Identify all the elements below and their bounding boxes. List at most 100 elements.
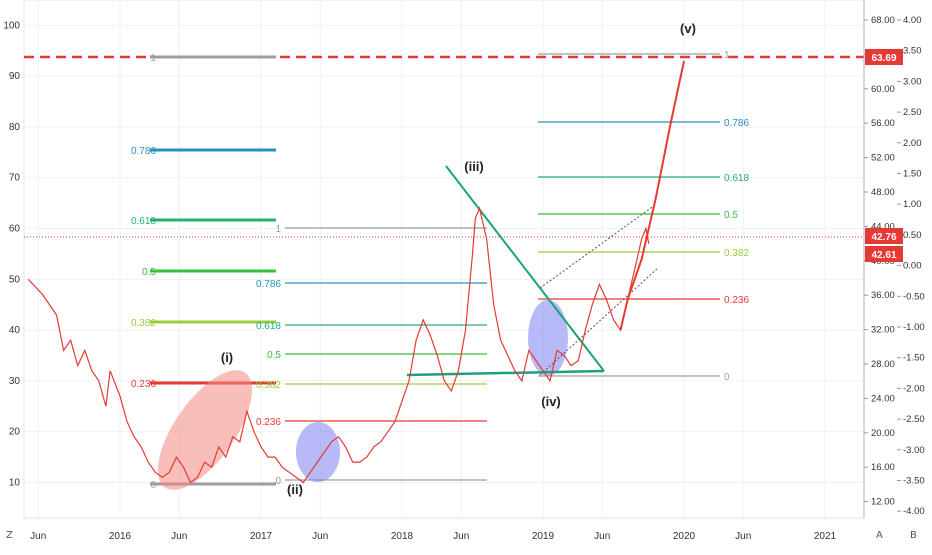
- price-label: 42.61: [865, 246, 903, 262]
- right-axis-panel: [864, 0, 932, 550]
- right-log-tick-label: -1.50: [903, 353, 925, 364]
- channel-upper-line: [539, 204, 656, 289]
- wave-iv-highlight: [528, 300, 568, 376]
- left-y-tick-label: 50: [9, 274, 21, 285]
- projection-curve: [619, 60, 685, 331]
- right-log-tick-label: 0.50: [903, 230, 922, 241]
- price-label-text: 42.76: [871, 232, 896, 243]
- x-tick-label: 2021: [814, 531, 837, 542]
- left-y-tick-label: 60: [9, 224, 21, 235]
- fib-level-label: 0.618: [131, 216, 156, 227]
- x-tick-label: 2020: [673, 531, 696, 542]
- wave-label: (i): [221, 350, 233, 365]
- auto-scale-icon[interactable]: A: [876, 530, 883, 541]
- x-tick-label: 2019: [532, 531, 555, 542]
- x-tick-label: Jun: [312, 531, 328, 542]
- left-y-tick-label: 40: [9, 325, 21, 336]
- price-label-bg: [865, 246, 903, 262]
- right-price-tick-label: 24.00: [871, 393, 895, 404]
- right-log-tick-label: 1.50: [903, 169, 922, 180]
- fib-level-label: 0.382: [131, 318, 156, 329]
- price-label: 42.76: [865, 228, 903, 244]
- right-log-tick-label: 3.50: [903, 46, 922, 57]
- triangle-lower-line: [406, 369, 605, 377]
- fib-level-label: 0.786: [256, 279, 281, 290]
- wave-ii-highlight: [296, 422, 340, 482]
- price-label-text: 42.61: [871, 250, 896, 261]
- channel-lower-line: [539, 267, 659, 376]
- right-price-tick-label: 28.00: [871, 359, 895, 370]
- right-price-tick-label: 52.00: [871, 153, 895, 164]
- left-y-tick-label: 20: [9, 427, 21, 438]
- fib-level-label: 1: [724, 50, 730, 61]
- x-tick-label: Jun: [594, 531, 610, 542]
- fib-level-label: 1: [275, 224, 281, 235]
- right-price-tick-label: 56.00: [871, 118, 895, 129]
- fib-level-label: 0.382: [256, 380, 281, 391]
- fib-level-label: 0.5: [724, 210, 738, 221]
- right-log-tick-label: 0.00: [903, 261, 922, 272]
- right-price-tick-label: 48.00: [871, 187, 895, 198]
- right-log-tick-label: 4.00: [903, 15, 922, 26]
- right-price-tick-label: 36.00: [871, 290, 895, 301]
- wave-label: (v): [680, 21, 696, 36]
- timezone-icon[interactable]: Z: [6, 530, 13, 541]
- grid: [23, 0, 865, 519]
- right-log-tick-label: -1.00: [903, 322, 925, 333]
- wave-label: (iii): [464, 159, 484, 174]
- fib-level-label: 0.786: [131, 146, 156, 157]
- plot-frame: [23, 0, 865, 519]
- left-y-tick-label: 80: [9, 122, 21, 133]
- right-log-tick-label: 2.00: [903, 138, 922, 149]
- fib-level-label: 0.618: [724, 173, 749, 184]
- fib-level-label: 0.382: [724, 248, 749, 259]
- right-log-tick-label: 3.00: [903, 76, 922, 87]
- wave-i-highlight: [157, 370, 253, 490]
- fib-level-label: 0: [724, 372, 730, 383]
- right-price-tick-label: 68.00: [871, 15, 895, 26]
- x-tick-label: 2017: [250, 531, 273, 542]
- right-log-tick-label: -3.50: [903, 476, 925, 487]
- fib-level-label: 0.236: [131, 379, 156, 390]
- price-label: 63.69: [865, 49, 903, 65]
- right-log-tick-label: -2.50: [903, 414, 925, 425]
- right-log-tick-label: 1.00: [903, 199, 922, 210]
- price-label-bg: [865, 228, 903, 244]
- right-price-tick-label: 32.00: [871, 325, 895, 336]
- x-tick-label: 2016: [109, 531, 132, 542]
- right-log-tick-label: -4.00: [903, 506, 925, 517]
- right-price-tick-label: 20.00: [871, 428, 895, 439]
- fib-level-label: 0.618: [256, 321, 281, 332]
- fib-level-label: 0: [275, 476, 281, 487]
- x-tick-label: Jun: [453, 531, 469, 542]
- right-log-tick-label: 2.50: [903, 107, 922, 118]
- right-price-tick-label: 44.00: [871, 221, 895, 232]
- fib-level-label: 0.786: [724, 118, 749, 129]
- fib-level-label: 0.5: [142, 267, 156, 278]
- price-label-text: 63.69: [871, 53, 896, 64]
- right-log-tick-label: -2.00: [903, 383, 925, 394]
- fib-level-label: 0.236: [724, 295, 749, 306]
- right-log-tick-label: -0.50: [903, 291, 925, 302]
- x-tick-label: Jun: [30, 531, 46, 542]
- left-y-tick-label: 90: [9, 71, 21, 82]
- triangle-upper-line: [445, 165, 605, 372]
- left-y-tick-label: 70: [9, 173, 21, 184]
- fib-level-label: 0.5: [267, 350, 281, 361]
- fib-level-label: 1: [150, 53, 156, 64]
- left-y-tick-label: 30: [9, 376, 21, 387]
- chart-marks: 1 0.786 0.618 0.5 0.382 0.236 0 1 0.786 0.618 0.5 0…: [24, 21, 864, 497]
- x-tick-label: Jun: [735, 531, 751, 542]
- axes: Jun 2016 Jun 2017 Jun 2018 Jun 2019 Jun 2020 Jun 20…: [3, 0, 932, 550]
- fib-set-3: 1 0.786 0.618 0.5 0.382 0.236 0: [538, 50, 749, 383]
- right-price-tick-label: 16.00: [871, 462, 895, 473]
- wave-label: (iv): [541, 394, 561, 409]
- fib-level-label: 0.236: [256, 417, 281, 428]
- right-price-tick-label: 12.00: [871, 497, 895, 508]
- price-series-line: [27, 206, 650, 484]
- x-tick-label: 2018: [391, 531, 414, 542]
- left-y-tick-label: 100: [3, 20, 20, 31]
- log-scale-icon[interactable]: B: [910, 530, 917, 541]
